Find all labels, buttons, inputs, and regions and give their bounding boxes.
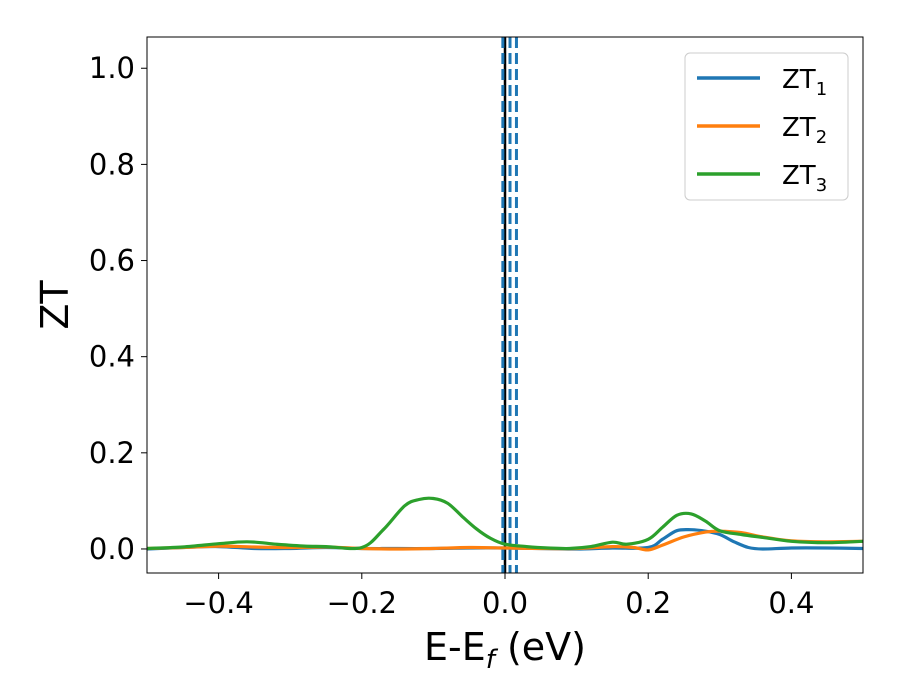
x-axis: −0.4 −0.2 0.0 0.2 0.4	[183, 573, 814, 620]
x-axis-label-unit: (eV)	[495, 625, 586, 669]
y-tick-label: 0.6	[89, 244, 135, 278]
x-tick-label: −0.2	[327, 586, 397, 620]
y-tick-label: 0.2	[89, 436, 135, 470]
x-tick-label: 0.2	[625, 586, 671, 620]
y-tick-label: 1.0	[89, 51, 135, 85]
series-line-zt3	[147, 496, 863, 551]
legend-label-zt1: ZT1	[782, 65, 827, 100]
y-tick-label: 0.8	[89, 147, 135, 181]
x-tick-label: 0.0	[482, 586, 528, 620]
series-layer	[147, 496, 863, 552]
legend-box	[684, 52, 849, 201]
y-tick-label: 0.4	[89, 340, 135, 374]
x-axis-label: E-Ef (eV)	[424, 625, 586, 675]
x-tick-label: 0.4	[768, 586, 814, 620]
y-tick-label: 0.0	[89, 532, 135, 566]
legend-label-zt2: ZT2	[782, 113, 827, 148]
x-axis-label-main: E-E	[424, 625, 486, 669]
legend-label-zt3: ZT3	[782, 161, 827, 196]
y-axis-label: ZT	[33, 280, 77, 330]
x-tick-label: −0.4	[183, 586, 253, 620]
y-axis: 0.0 0.2 0.4 0.6 0.8 1.0	[89, 51, 147, 566]
reference-lines	[501, 37, 518, 573]
legend: ZT1 ZT2 ZT3	[684, 52, 849, 201]
